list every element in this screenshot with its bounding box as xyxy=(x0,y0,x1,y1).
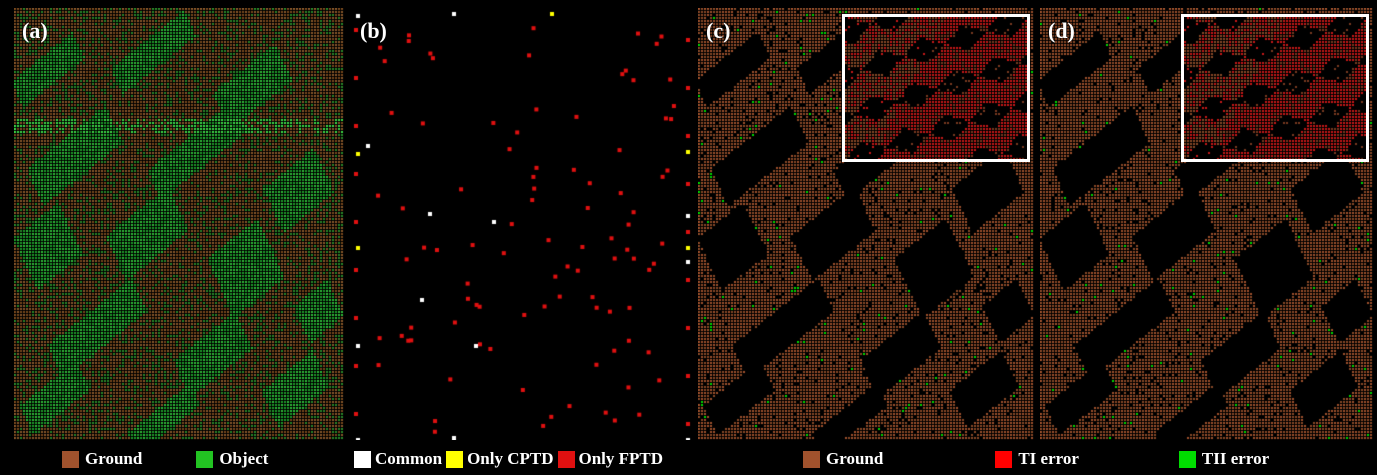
panel-label-d: (d) xyxy=(1048,18,1075,43)
legend-label-only-fptd: Only FPTD xyxy=(578,449,664,468)
tii-error-swatch xyxy=(1178,450,1196,468)
legend-b: Common Only CPTD Only FPTD xyxy=(354,448,667,470)
panel-c-filtering-result: (c) xyxy=(698,8,1034,440)
legend-label-ti-error: TI error xyxy=(1018,449,1079,468)
legend-label-only-cptd: Only CPTD xyxy=(467,449,554,468)
panel-a-point-cloud: (a) xyxy=(14,8,344,440)
ground-swatch-2 xyxy=(803,450,820,468)
legend-item-only-cptd: Only CPTD xyxy=(446,449,554,469)
legend-label-common: Common xyxy=(375,449,443,468)
legend-item-tii-error: TII error xyxy=(1178,449,1270,469)
legend-item-ground: Ground xyxy=(62,449,142,469)
legend-item-ti-error: TI error xyxy=(995,449,1079,469)
legend-label-tii-error: TII error xyxy=(1201,449,1270,468)
legend-label-ground: Ground xyxy=(85,449,143,468)
zoom-inset-c xyxy=(842,14,1030,162)
legend-item-common: Common xyxy=(354,449,442,469)
panel-d-filtering-result: (d) xyxy=(1040,8,1373,440)
panel-label-b: (b) xyxy=(360,18,387,43)
panel-b-seed-points: (b) xyxy=(352,8,692,440)
zoom-inset-image-d xyxy=(1184,17,1366,159)
legend-item-object: Object xyxy=(196,449,268,469)
legend-label-object: Object xyxy=(219,449,269,468)
legend-a: Ground Object xyxy=(62,448,272,470)
seed-points-image-b xyxy=(352,8,692,440)
point-cloud-image-a xyxy=(14,8,344,440)
object-swatch xyxy=(196,450,214,468)
legend-item-only-fptd: Only FPTD xyxy=(557,449,664,469)
legend-label-ground-2: Ground xyxy=(826,449,884,468)
ground-swatch xyxy=(62,450,79,468)
zoom-inset-image-c xyxy=(845,17,1027,159)
only-fptd-swatch xyxy=(557,450,575,468)
only-cptd-swatch xyxy=(446,450,464,468)
panel-label-c: (c) xyxy=(706,18,731,43)
panel-label-a: (a) xyxy=(22,18,48,43)
zoom-inset-d xyxy=(1181,14,1369,162)
legend-item-ground-2: Ground xyxy=(803,449,883,469)
ti-error-swatch xyxy=(995,450,1013,468)
common-swatch xyxy=(354,450,371,468)
legend-cd: Ground TI error TII error xyxy=(803,448,1273,470)
